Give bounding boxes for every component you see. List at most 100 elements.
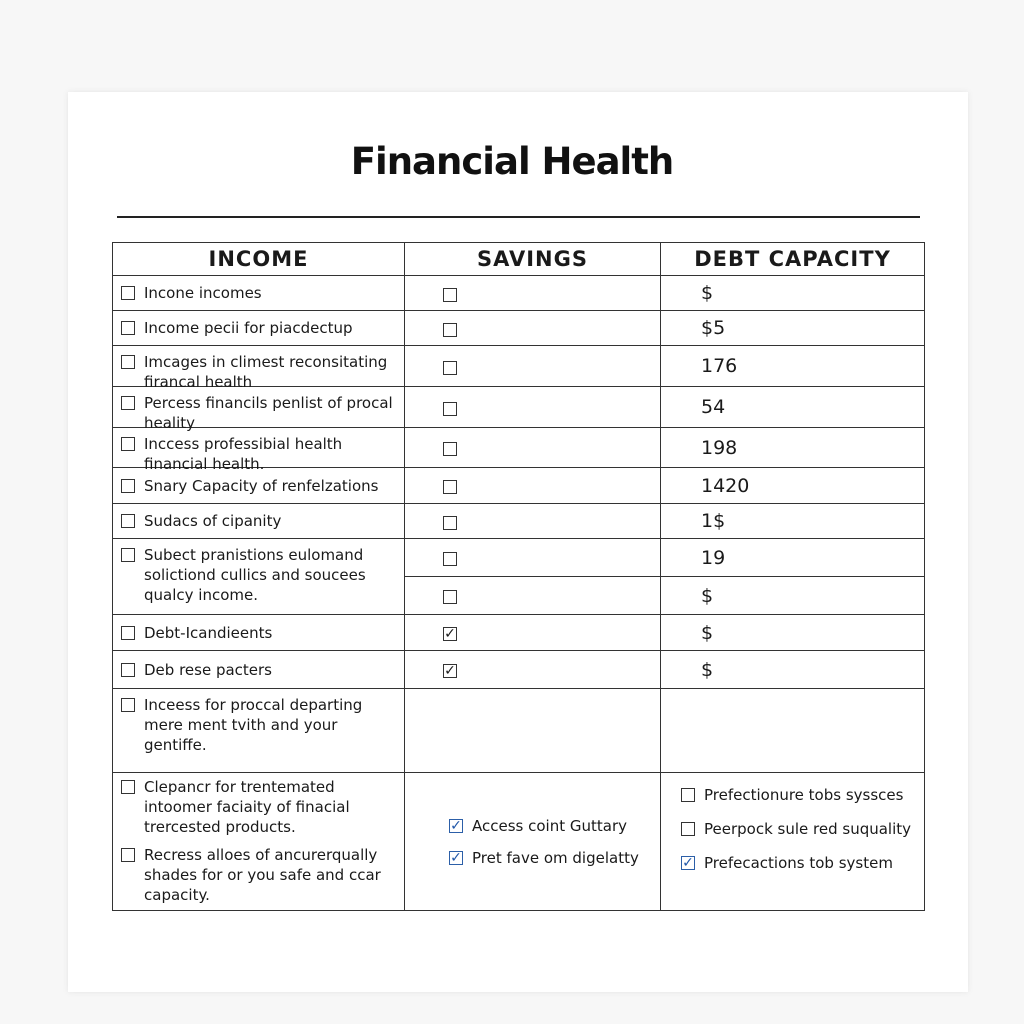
debt-value: 176	[661, 346, 925, 387]
checkbox-checked[interactable]: ✓	[449, 817, 463, 834]
debt-value-text: $	[701, 621, 714, 644]
footer-item[interactable]: Clepancr for trentemated intoomer faciai…	[121, 777, 404, 837]
checkbox[interactable]	[121, 698, 135, 712]
checkbox[interactable]	[121, 321, 135, 335]
title-divider	[117, 216, 920, 218]
footer-item-label: Clepancr for trentemated intoomer faciai…	[144, 778, 350, 836]
checkbox[interactable]	[443, 442, 457, 456]
income-label: Income pecii for piacdectup	[144, 319, 353, 337]
footer-item-label: Recress alloes of ancurerqually shades f…	[144, 846, 381, 904]
income-label: Sudacs of cipanity	[144, 512, 282, 530]
checkbox-checked[interactable]: ✓	[443, 663, 457, 679]
income-label: Incone incomes	[144, 284, 262, 302]
checkbox[interactable]	[121, 548, 135, 562]
header-savings: SAVINGS	[405, 243, 661, 276]
checkbox-checked[interactable]: ✓	[449, 849, 463, 866]
footer-item-label: Prefecactions tob system	[704, 854, 893, 872]
debt-value: $5	[661, 311, 925, 346]
debt-value-text: $	[701, 584, 714, 607]
income-item: Inceess for proccal departing mere ment …	[113, 689, 405, 773]
income-item: Subect pranistions eulomand solictiond c…	[113, 539, 405, 615]
footer-item[interactable]: Prefectionure tobs syssces	[681, 785, 903, 805]
header-income: INCOME	[113, 243, 405, 276]
income-item: Percess financils penlist of procal heal…	[113, 387, 405, 432]
debt-value: 1$	[661, 504, 925, 539]
savings-cell	[405, 577, 661, 615]
footer-item-label: Peerpock sule red suquality	[704, 820, 912, 838]
debt-value: 19	[661, 539, 925, 577]
savings-cell	[405, 504, 661, 539]
income-item: Incone incomes	[113, 276, 405, 311]
checkbox-checked[interactable]: ✓	[681, 855, 695, 871]
debt-value: $	[661, 615, 925, 651]
checkbox[interactable]	[121, 848, 135, 862]
income-item: Inccess professibial health financial he…	[113, 428, 405, 473]
debt-value: $	[661, 577, 925, 615]
footer-debt: Prefectionure tobs syssces Peerpock sule …	[661, 773, 925, 911]
checkbox[interactable]	[121, 514, 135, 528]
savings-cell: ✓	[405, 615, 661, 651]
footer-item[interactable]: Recress alloes of ancurerqually shades f…	[121, 845, 404, 905]
income-item: Imcages in climest reconsitating firanca…	[113, 346, 405, 391]
debt-value-text: 198	[701, 436, 738, 459]
footer-item[interactable]: Peerpock sule red suquality	[681, 819, 911, 839]
checkbox[interactable]	[443, 515, 457, 530]
checkbox[interactable]	[443, 480, 457, 494]
income-item: Snary Capacity of renfelzations	[113, 468, 405, 504]
savings-cell	[405, 311, 661, 346]
income-label: Inccess professibial health financial he…	[144, 435, 343, 473]
footer-item-label: Prefectionure tobs syssces	[704, 786, 904, 804]
debt-value: 1420	[661, 468, 925, 504]
page-title: Financial Health	[350, 140, 675, 183]
checkbox-checked[interactable]: ✓	[443, 626, 457, 642]
income-label: Deb rese pacters	[144, 660, 272, 679]
checkbox[interactable]	[443, 360, 457, 375]
footer-item[interactable]: ✓ Prefecactions tob system	[681, 853, 893, 873]
footer-income: Clepancr for trentemated intoomer faciai…	[113, 773, 405, 911]
savings-cell	[405, 468, 661, 504]
header-debt-capacity: DEBT CAPACITY	[661, 243, 925, 276]
debt-value-text: 54	[701, 396, 726, 418]
debt-value: $	[661, 276, 925, 311]
checkbox[interactable]	[443, 287, 457, 302]
checkbox[interactable]	[121, 625, 135, 640]
checkbox[interactable]	[443, 322, 457, 337]
debt-value: $	[661, 651, 925, 689]
debt-value-text: 1420	[701, 474, 750, 497]
debt-value-text: 19	[701, 546, 726, 569]
savings-cell-empty	[405, 689, 661, 773]
checkbox[interactable]	[121, 437, 135, 451]
income-item: Deb rese pacters	[113, 651, 405, 689]
checkbox[interactable]	[443, 401, 457, 416]
income-label: Percess financils penlist of procal heal…	[144, 394, 393, 432]
checkbox[interactable]	[121, 662, 135, 677]
checkbox[interactable]	[121, 780, 135, 794]
footer-item[interactable]: ✓ Pret fave om digelatty	[449, 848, 639, 868]
debt-value: 54	[661, 387, 925, 428]
checkbox[interactable]	[121, 396, 135, 410]
debt-value: 198	[661, 428, 925, 468]
checkbox[interactable]	[681, 788, 695, 802]
debt-cell-empty	[661, 689, 925, 773]
debt-value-text: $	[701, 658, 714, 681]
income-label: Subect pranistions eulomand solictiond c…	[144, 546, 366, 604]
checkbox[interactable]	[443, 552, 457, 566]
checkbox[interactable]	[121, 286, 135, 300]
income-item: Income pecii for piacdectup	[113, 311, 405, 346]
checkbox[interactable]	[121, 355, 135, 369]
savings-cell	[405, 428, 661, 468]
savings-cell	[405, 539, 661, 577]
savings-cell	[405, 346, 661, 387]
checkbox[interactable]	[443, 590, 457, 604]
savings-cell	[405, 276, 661, 311]
savings-cell	[405, 387, 661, 428]
checkbox[interactable]	[121, 478, 135, 493]
checkbox[interactable]	[681, 822, 695, 836]
savings-cell: ✓	[405, 651, 661, 689]
financial-health-table: INCOME SAVINGS DEBT CAPACITY Incone inco…	[112, 242, 925, 911]
footer-item[interactable]: ✓ Access coint Guttary	[449, 816, 627, 836]
footer-item-label: Pret fave om digelatty	[472, 848, 639, 867]
income-label: Snary Capacity of renfelzations	[144, 476, 379, 495]
income-label: Debt-Icandieents	[144, 623, 273, 642]
debt-value-text: 1$	[701, 510, 726, 532]
